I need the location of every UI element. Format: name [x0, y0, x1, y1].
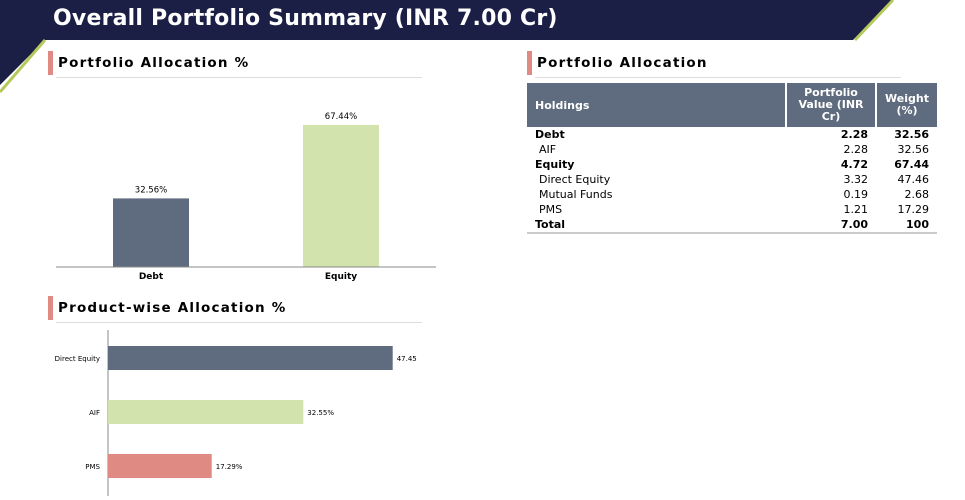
- bar-aif: [108, 400, 304, 424]
- column-header-weight: Weight (%): [875, 83, 937, 127]
- bar-pms: [108, 454, 212, 478]
- data-label: 32.56%: [135, 185, 167, 195]
- data-label: 67.44%: [325, 112, 357, 122]
- section-header-allocation-table: Portfolio Allocation: [527, 51, 907, 78]
- cell-holding: Direct Equity: [539, 173, 611, 186]
- cell-holding: AIF: [539, 143, 557, 156]
- section-title: Product-wise Allocation %: [58, 300, 287, 316]
- section-divider: [535, 77, 901, 78]
- allocation-bar-chart: 32.56% Debt 67.44% Equity: [50, 95, 450, 299]
- cell-weight: 100: [876, 217, 937, 234]
- cell-weight: 47.46: [897, 173, 930, 186]
- tick-label: PMS: [85, 463, 100, 471]
- section-header-product-pct: Product-wise Allocation %: [48, 296, 428, 323]
- cell-value: 2.28: [843, 143, 869, 156]
- column-header-value: Portfolio Value (INR Cr): [785, 83, 876, 127]
- page-title: Overall Portfolio Summary (INR 7.00 Cr): [53, 6, 558, 31]
- section-divider: [56, 77, 422, 78]
- table-row: Mutual Funds 0.19 2.68: [527, 187, 937, 202]
- cell-weight: 32.56: [897, 143, 930, 156]
- bar-direct-equity: [108, 346, 393, 370]
- table-body: Debt 2.28 32.56 AIF 2.28 32.56 Equity 4.72 67.44…: [527, 127, 937, 234]
- data-label: 47.45: [397, 355, 417, 363]
- table-row: Debt 2.28 32.56: [527, 127, 937, 142]
- bar-debt: [113, 198, 189, 267]
- allocation-bar-chart-svg: 32.56% Debt 67.44% Equity: [56, 112, 436, 282]
- column-header-holdings: Holdings: [527, 83, 786, 127]
- data-label: 32.55%: [307, 409, 334, 417]
- tick-label: Debt: [139, 272, 164, 282]
- data-label: 17.29%: [216, 463, 243, 471]
- tick-label: Direct Equity: [55, 355, 100, 363]
- product-bar-chart: Direct Equity 47.45 AIF 32.55% PMS 17.29%: [40, 330, 440, 500]
- cell-holding: Total: [527, 217, 786, 234]
- section-divider: [56, 322, 422, 323]
- product-bar-chart-svg: Direct Equity 47.45 AIF 32.55% PMS 17.29%: [55, 330, 417, 496]
- cell-weight: 67.44: [894, 158, 929, 171]
- table-row: AIF 2.28 32.56: [527, 142, 937, 157]
- allocation-table: Holdings Portfolio Value (INR Cr) Weight…: [527, 83, 937, 234]
- section-header-allocation-pct: Portfolio Allocation %: [48, 51, 428, 78]
- table-row: Direct Equity 3.32 47.46: [527, 172, 937, 187]
- cell-value: 4.72: [840, 158, 868, 171]
- tick-label: AIF: [89, 409, 100, 417]
- table-row: Equity 4.72 67.44: [527, 157, 937, 172]
- banner-shape: [0, 0, 895, 93]
- section-title: Portfolio Allocation %: [58, 55, 250, 71]
- cell-weight: 32.56: [894, 128, 929, 141]
- table-row: Total 7.00 100: [527, 217, 937, 234]
- cell-weight: 17.29: [897, 203, 930, 216]
- cell-value: 0.19: [843, 188, 869, 201]
- section-accent-bar: [48, 296, 53, 320]
- table-header-row: Holdings Portfolio Value (INR Cr) Weight…: [527, 83, 937, 127]
- section-title: Portfolio Allocation: [537, 55, 708, 71]
- cell-value: 7.00: [786, 217, 876, 234]
- cell-holding: Mutual Funds: [539, 188, 613, 201]
- cell-value: 3.32: [843, 173, 869, 186]
- section-accent-bar: [48, 51, 53, 75]
- cell-value: 2.28: [840, 128, 868, 141]
- bar-equity: [303, 124, 379, 268]
- tick-label: Equity: [325, 272, 357, 282]
- header-banner: Overall Portfolio Summary (INR 7.00 Cr): [0, 0, 965, 96]
- section-accent-bar: [527, 51, 532, 75]
- cell-value: 1.21: [843, 203, 869, 216]
- cell-holding: Debt: [535, 128, 565, 141]
- cell-holding: PMS: [539, 203, 563, 216]
- cell-holding: Equity: [535, 158, 575, 171]
- table-row: PMS 1.21 17.29: [527, 202, 937, 217]
- cell-weight: 2.68: [904, 188, 930, 201]
